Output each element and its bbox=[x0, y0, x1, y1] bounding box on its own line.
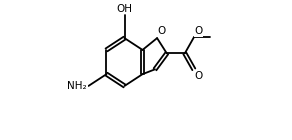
Text: O: O bbox=[194, 71, 203, 81]
Text: O: O bbox=[158, 26, 166, 36]
Text: O: O bbox=[194, 26, 203, 36]
Text: OH: OH bbox=[117, 4, 133, 14]
Text: NH₂: NH₂ bbox=[67, 81, 87, 91]
